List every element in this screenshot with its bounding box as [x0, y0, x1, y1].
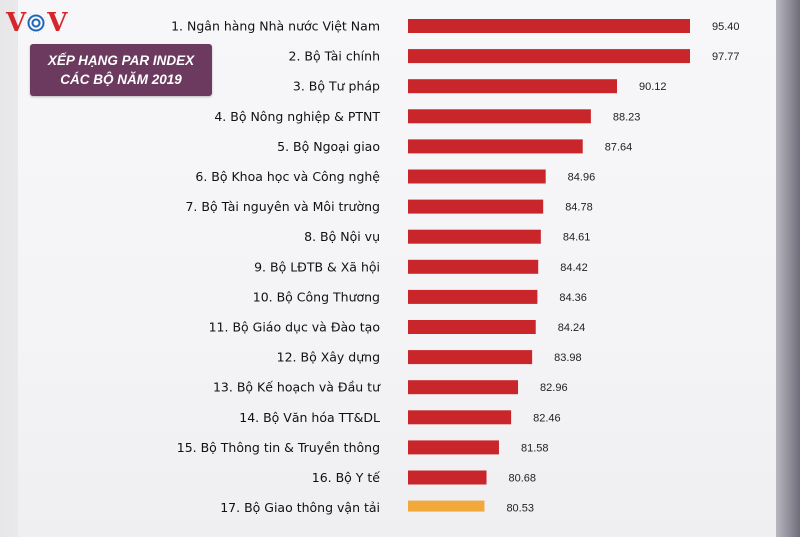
banner-line-1: XẾP HẠNG PAR INDEX	[47, 53, 195, 68]
bar-13	[408, 380, 519, 395]
value-label-4: 88.23	[613, 111, 641, 123]
category-label-1: 1. Ngân hàng Nhà nước Việt Nam	[171, 19, 380, 34]
bar-10	[408, 289, 538, 304]
bar-14	[408, 410, 512, 425]
value-label-1: 95.40	[712, 21, 740, 33]
bar-5	[408, 139, 583, 154]
value-label-6: 84.96	[568, 172, 596, 184]
value-label-11: 84.24	[558, 322, 586, 334]
category-label-13: 13. Bộ Kế hoạch và Đầu tư	[213, 380, 381, 395]
bar-4	[408, 109, 591, 124]
category-label-15: 15. Bộ Thông tin & Truyền thông	[177, 440, 380, 455]
logo-letter-right: V	[47, 8, 67, 38]
bar-3	[408, 79, 618, 94]
value-label-3: 90.12	[639, 81, 667, 93]
bar-15	[408, 440, 499, 455]
value-label-13: 82.96	[540, 382, 568, 394]
bar-11	[408, 320, 536, 334]
bar-2	[408, 49, 690, 64]
value-label-16: 80.68	[509, 473, 537, 485]
category-label-2: 2. Bộ Tài chính	[289, 49, 381, 64]
value-label-7: 84.78	[565, 202, 593, 214]
value-label-12: 83.98	[554, 352, 582, 364]
value-label-5: 87.64	[605, 141, 633, 153]
category-label-17: 17. Bộ Giao thông vận tải	[220, 500, 380, 515]
vov-logo: V V	[6, 8, 67, 38]
category-label-10: 10. Bộ Công Thương	[253, 289, 380, 304]
value-label-8: 84.61	[563, 232, 591, 244]
category-label-6: 6. Bộ Khoa học và Công nghệ	[195, 169, 380, 184]
bar-12	[408, 350, 533, 365]
category-label-14: 14. Bộ Văn hóa TT&DL	[239, 410, 380, 425]
banner-line-2: CÁC BỘ NĂM 2019	[60, 72, 182, 87]
category-label-11: 11. Bộ Giáo dục và Đào tạo	[209, 320, 380, 335]
value-label-9: 84.42	[560, 262, 588, 274]
category-label-3: 3. Bộ Tư pháp	[293, 79, 380, 94]
category-label-9: 9. Bộ LĐTB & Xã hội	[254, 259, 380, 274]
bar-7	[408, 199, 544, 214]
logo-circle-icon	[26, 13, 47, 33]
category-label-8: 8. Bộ Nội vụ	[304, 229, 380, 244]
logo-letter-left: V	[6, 8, 26, 38]
right-edge-shadow	[776, 0, 800, 537]
category-label-5: 5. Bộ Ngoại giao	[277, 139, 380, 154]
title-banner: XẾP HẠNG PAR INDEX CÁC BỘ NĂM 2019	[30, 44, 212, 96]
value-label-2: 97.77	[712, 51, 740, 63]
value-label-15: 81.58	[521, 442, 549, 454]
bar-1	[408, 19, 690, 33]
bar-6	[408, 169, 546, 184]
category-label-16: 16. Bộ Y tế	[312, 470, 381, 485]
value-label-17: 80.53	[506, 503, 534, 515]
category-label-7: 7. Bộ Tài nguyên và Môi trường	[185, 199, 380, 214]
bar-8	[408, 229, 541, 244]
value-label-14: 82.46	[533, 412, 561, 424]
bar-9	[408, 259, 539, 274]
category-label-12: 12. Bộ Xây dựng	[277, 350, 380, 365]
bar-16	[408, 470, 487, 485]
bar-17	[408, 500, 485, 512]
value-label-10: 84.36	[559, 292, 587, 304]
category-label-4: 4. Bộ Nông nghiệp & PTNT	[214, 109, 380, 124]
